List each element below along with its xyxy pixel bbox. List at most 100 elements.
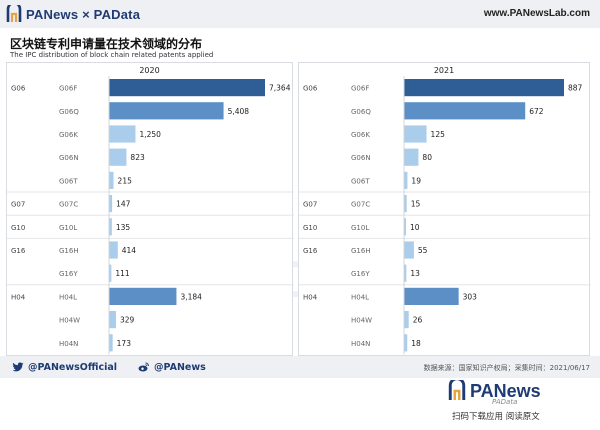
twitter-icon: [12, 362, 24, 372]
chart-panel-2020: 2020 G06 G06F 7,364 G06Q 5,408 G06K 1,250 G06N 8…: [6, 62, 294, 356]
category-label: G06K: [59, 131, 78, 139]
bar: [109, 148, 127, 166]
bar: [404, 171, 408, 189]
category-label: H04N: [351, 340, 370, 348]
bar: [404, 287, 459, 305]
group-label: G16: [303, 247, 318, 255]
bar: [109, 79, 265, 97]
value-label: 303: [463, 292, 478, 301]
category-label: G06T: [351, 177, 370, 185]
wechat-watermark: PAData: [492, 398, 518, 406]
chart-year-2021: 2021: [433, 66, 455, 75]
value-label: 19: [411, 176, 421, 185]
value-label: 887: [568, 84, 583, 93]
bar: [404, 241, 414, 259]
value-label: 26: [413, 316, 423, 325]
category-label: G06T: [59, 177, 78, 185]
bar: [404, 218, 406, 236]
value-label: 55: [418, 246, 428, 255]
value-label: 672: [529, 107, 544, 116]
bar: [109, 287, 177, 305]
bar: [109, 241, 118, 259]
value-label: 823: [130, 153, 145, 162]
weibo-handle[interactable]: @PANews: [138, 361, 206, 373]
group-label: G07: [11, 201, 25, 209]
category-label: G06N: [351, 154, 371, 162]
group-label: G16: [11, 247, 26, 255]
category-label: G10L: [351, 224, 369, 232]
qr-brand-text: PANews: [470, 380, 541, 401]
category-label: G06F: [351, 85, 369, 93]
category-label: G07C: [351, 201, 370, 209]
page-title: 区块链专利申请量在技术领域的分布: [10, 37, 203, 51]
header-bar: PANews × PAData www.PANewsLab.com: [0, 0, 600, 28]
site-url: www.PANewsLab.com: [483, 8, 590, 19]
weibo-label: @PANews: [154, 361, 206, 373]
bar: [109, 195, 113, 213]
category-label: G16Y: [59, 270, 78, 278]
value-label: 147: [116, 200, 131, 209]
group-label: G07: [303, 201, 317, 209]
category-label: G06Q: [351, 108, 371, 116]
bar-chart-2021: G06 G06F 887 G06Q 672 G06K 125 G06N 80 G06T 19 G07 G…: [299, 76, 591, 355]
page-subtitle: The IPC distribution of block chain rela…: [10, 51, 214, 59]
twitter-handle[interactable]: @PANewsOfficial: [12, 361, 117, 373]
category-label: G06Q: [59, 108, 79, 116]
bar: [109, 264, 112, 282]
value-label: 135: [116, 223, 131, 232]
category-label: H04W: [351, 317, 372, 325]
group-label: H04: [303, 293, 318, 301]
category-label: G06K: [351, 131, 370, 139]
category-label: G07C: [59, 201, 78, 209]
value-label: 111: [115, 269, 130, 278]
value-label: 10: [410, 223, 420, 232]
value-label: 80: [422, 153, 432, 162]
category-label: G16H: [59, 247, 79, 255]
value-label: 5,408: [228, 107, 250, 116]
group-label: G10: [11, 224, 25, 232]
chart-year-2020: 2020: [139, 66, 160, 75]
value-label: 3,184: [180, 292, 202, 301]
value-label: 329: [120, 316, 135, 325]
panews-logo-icon: [448, 380, 466, 400]
bar: [404, 334, 408, 352]
bar-chart-2020: G06 G06F 7,364 G06Q 5,408 G06K 1,250 G06N 823 G06…: [7, 76, 294, 355]
bar: [109, 171, 114, 189]
value-label: 125: [431, 130, 446, 139]
value-label: 18: [411, 339, 421, 348]
qr-caption: 扫码下载应用 阅读原文: [452, 412, 540, 422]
qr-brand: PANews: [448, 380, 541, 402]
bar: [404, 264, 407, 282]
bar: [109, 311, 116, 329]
group-label: H04: [11, 293, 26, 301]
value-label: 13: [410, 269, 420, 278]
group-label: G10: [303, 224, 317, 232]
bar: [404, 311, 409, 329]
value-label: 173: [117, 339, 132, 348]
bar: [404, 79, 564, 97]
bar: [109, 125, 136, 143]
chart-panel-2021: 2021 G06 G06F 887 G06Q 672 G06K 125 G06N 80 G06T 1…: [298, 62, 591, 356]
group-label: G06: [303, 85, 318, 93]
category-label: G10L: [59, 224, 77, 232]
value-label: 215: [118, 176, 133, 185]
category-label: H04L: [351, 293, 369, 301]
panews-logo-icon: [6, 5, 22, 22]
category-label: H04N: [59, 340, 78, 348]
category-label: H04W: [59, 317, 80, 325]
category-label: G06F: [59, 85, 77, 93]
weibo-icon: [138, 362, 149, 372]
bar: [404, 195, 407, 213]
value-label: 15: [411, 200, 421, 209]
twitter-label: @PANewsOfficial: [28, 361, 117, 373]
bar: [404, 125, 427, 143]
bar: [404, 102, 526, 120]
footer-bar: @PANewsOfficial @PANews 数据来源：国家知识产权局；采集时…: [0, 356, 600, 378]
group-label: G06: [11, 85, 26, 93]
header-brand: PANews × PAData: [6, 5, 140, 23]
value-label: 7,364: [269, 84, 291, 93]
value-label: 1,250: [139, 130, 161, 139]
category-label: G16H: [351, 247, 371, 255]
bar: [404, 148, 419, 166]
category-label: G06N: [59, 154, 79, 162]
